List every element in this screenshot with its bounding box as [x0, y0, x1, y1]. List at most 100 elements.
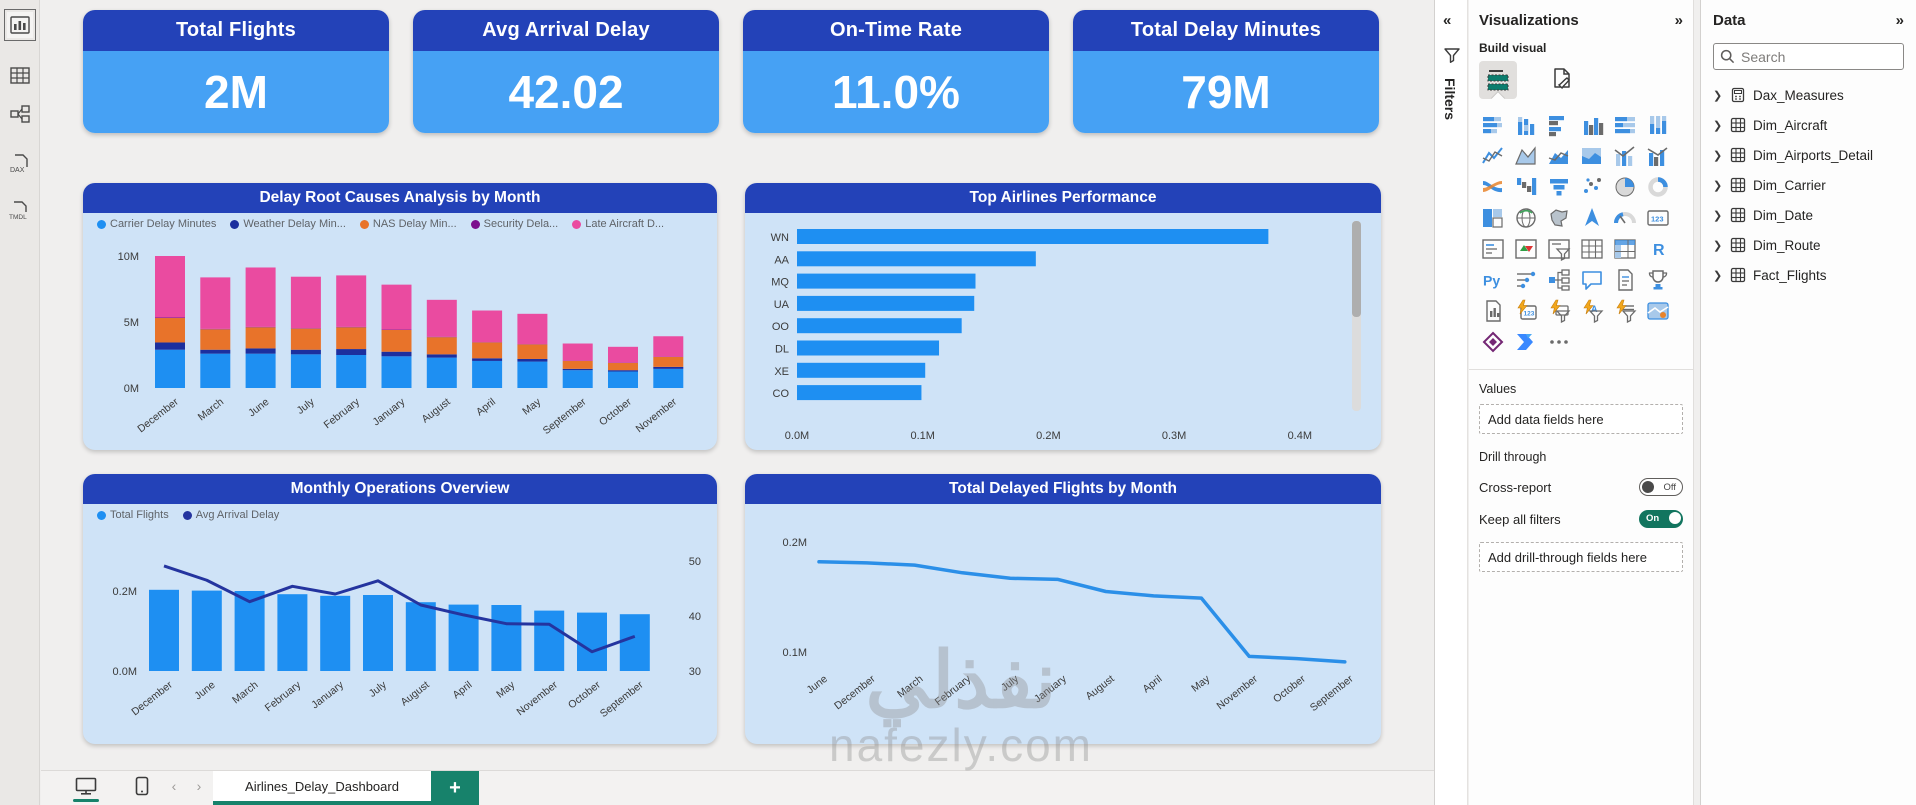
delay-root-causes-chart-panel[interactable]: Delay Root Causes Analysis by Month Carr…	[83, 183, 717, 450]
qa-visual-icon[interactable]	[1578, 266, 1606, 294]
funnel-chart-icon[interactable]	[1545, 173, 1573, 201]
line-chart-icon[interactable]	[1479, 142, 1507, 170]
expand-chevron-icon[interactable]: ❯	[1713, 149, 1723, 162]
add-page-button[interactable]: +	[431, 771, 479, 805]
table-icon	[1730, 267, 1746, 283]
cross-report-toggle[interactable]: Off	[1639, 478, 1683, 496]
bar-chart-canvas[interactable]: WN AA MQ UA OO DL XE CO 0.0M 0.1M 0.2M 0.3M 0.4M	[755, 213, 1371, 447]
data-search-box[interactable]	[1713, 43, 1904, 70]
data-table-fact_flights[interactable]: ❯ Fact_Flights	[1713, 260, 1904, 290]
expand-filters-icon[interactable]: «	[1443, 12, 1452, 29]
data-table-dim_airports_detail[interactable]: ❯ Dim_Airports_Detail	[1713, 140, 1904, 170]
search-input[interactable]	[1741, 48, 1891, 65]
expand-chevron-icon[interactable]: ❯	[1713, 89, 1723, 102]
smart-narrative-icon[interactable]	[1611, 266, 1639, 294]
power-automate-icon[interactable]	[1512, 328, 1540, 356]
data-table-dax_measures[interactable]: ❯ Dax_Measures	[1713, 80, 1904, 110]
treemap-icon[interactable]	[1479, 204, 1507, 232]
keep-all-filters-toggle[interactable]: On	[1639, 510, 1683, 528]
button-slicer-icon[interactable]	[1545, 297, 1573, 325]
line-and-clustered-column-chart-icon[interactable]	[1644, 142, 1672, 170]
r-script-visual-icon[interactable]: R	[1644, 235, 1672, 263]
data-table-dim_route[interactable]: ❯ Dim_Route	[1713, 230, 1904, 260]
power-apps-icon[interactable]	[1479, 328, 1507, 356]
previous-page-arrow-icon[interactable]: ‹	[171, 778, 177, 794]
arcgis-map-icon[interactable]	[1644, 297, 1672, 325]
stacked-bar-chart-icon[interactable]	[1479, 111, 1507, 139]
clustered-column-chart-icon[interactable]	[1578, 111, 1606, 139]
100-stacked-area-chart-icon[interactable]	[1578, 142, 1606, 170]
card-icon[interactable]: 123	[1644, 204, 1672, 232]
get-more-visuals-icon[interactable]	[1545, 328, 1573, 356]
donut-chart-icon[interactable]	[1644, 173, 1672, 201]
line-and-stacked-column-chart-icon[interactable]	[1611, 142, 1639, 170]
format-visual-tab[interactable]	[1543, 61, 1581, 99]
text-slicer-icon[interactable]: A	[1578, 297, 1606, 325]
metrics-icon[interactable]	[1644, 266, 1672, 294]
data-table-dim_carrier[interactable]: ❯ Dim_Carrier	[1713, 170, 1904, 200]
paginated-report-icon[interactable]	[1479, 297, 1507, 325]
tmdl-view-icon[interactable]: TMDL	[7, 197, 33, 223]
slicer-icon[interactable]	[1545, 235, 1573, 263]
pie-chart-icon[interactable]	[1611, 173, 1639, 201]
mobile-layout-icon[interactable]	[129, 775, 155, 797]
kpi-card-total-delay-minutes[interactable]: Total Delay Minutes 79M	[1073, 10, 1379, 133]
report-canvas[interactable]: Total Flights 2M Avg Arrival Delay 42.02…	[41, 0, 1434, 770]
waterfall-chart-icon[interactable]	[1512, 173, 1540, 201]
chart-scrollbar-thumb[interactable]	[1352, 221, 1361, 317]
gauge-icon[interactable]	[1611, 204, 1639, 232]
map-icon[interactable]	[1512, 204, 1540, 232]
list-slicer-icon[interactable]	[1611, 297, 1639, 325]
clustered-bar-chart-icon[interactable]	[1545, 111, 1573, 139]
stacked-column-chart-icon[interactable]	[1512, 111, 1540, 139]
svg-text:October: October	[566, 679, 603, 712]
python-visual-icon[interactable]: Py	[1479, 266, 1507, 294]
monthly-operations-chart-panel[interactable]: Monthly Operations Overview Total Flight…	[83, 474, 717, 744]
chart-title: Monthly Operations Overview	[83, 474, 717, 504]
expand-chevron-icon[interactable]: ❯	[1713, 119, 1723, 132]
kpi-icon[interactable]	[1512, 235, 1540, 263]
key-influencers-icon[interactable]	[1512, 266, 1540, 294]
next-page-arrow-icon[interactable]: ›	[196, 778, 202, 794]
multi-row-card-icon[interactable]	[1479, 235, 1507, 263]
data-table-dim_date[interactable]: ❯ Dim_Date	[1713, 200, 1904, 230]
azure-map-icon[interactable]	[1578, 204, 1606, 232]
expand-chevron-icon[interactable]: ❯	[1713, 239, 1723, 252]
filters-pane-label: Filters	[1442, 78, 1458, 121]
top-airlines-chart-panel[interactable]: Top Airlines Performance WN AA MQ UA OO DL XE C…	[745, 183, 1381, 450]
filled-map-icon[interactable]	[1545, 204, 1573, 232]
expand-chevron-icon[interactable]: ❯	[1713, 269, 1723, 282]
expand-chevron-icon[interactable]: ❯	[1713, 209, 1723, 222]
stacked-area-chart-icon[interactable]	[1545, 142, 1573, 170]
kpi-card-avg-arrival-delay[interactable]: Avg Arrival Delay 42.02	[413, 10, 719, 133]
collapse-data-pane-icon[interactable]: »	[1895, 12, 1904, 29]
card-new-icon[interactable]: 123	[1512, 297, 1540, 325]
line-chart-canvas[interactable]: 0.2M 0.1M June December March February July Jan…	[755, 504, 1371, 742]
report-view-icon[interactable]	[4, 9, 36, 41]
delayed-flights-chart-panel[interactable]: Total Delayed Flights by Month 0.2M 0.1M J…	[745, 474, 1381, 744]
dax-query-view-icon[interactable]: DAX	[7, 150, 33, 176]
kpi-card-total-flights[interactable]: Total Flights 2M	[83, 10, 389, 133]
ribbon-chart-icon[interactable]	[1479, 173, 1507, 201]
scatter-chart-icon[interactable]	[1578, 173, 1606, 201]
decomposition-tree-icon[interactable]	[1545, 266, 1573, 294]
table-view-icon[interactable]	[7, 62, 33, 88]
data-table-dim_aircraft[interactable]: ❯ Dim_Aircraft	[1713, 110, 1904, 140]
model-view-icon[interactable]	[7, 101, 33, 127]
kpi-card-on-time-rate[interactable]: On-Time Rate 11.0%	[743, 10, 1049, 133]
collapse-visualizations-icon[interactable]: »	[1674, 12, 1683, 29]
area-chart-icon[interactable]	[1512, 142, 1540, 170]
values-field-well[interactable]: Add data fields here	[1479, 404, 1683, 434]
100-stacked-bar-chart-icon[interactable]	[1611, 111, 1639, 139]
drill-through-field-well[interactable]: Add drill-through fields here	[1479, 542, 1683, 572]
expand-chevron-icon[interactable]: ❯	[1713, 179, 1723, 192]
table-icon[interactable]	[1578, 235, 1606, 263]
svg-text:0.4M: 0.4M	[1288, 430, 1312, 442]
100-stacked-column-chart-icon[interactable]	[1644, 111, 1672, 139]
desktop-layout-icon[interactable]	[73, 775, 99, 797]
page-tab-airlines-delay-dashboard[interactable]: Airlines_Delay_Dashboard	[213, 771, 431, 805]
legend-dot	[97, 219, 106, 229]
matrix-icon[interactable]	[1611, 235, 1639, 263]
